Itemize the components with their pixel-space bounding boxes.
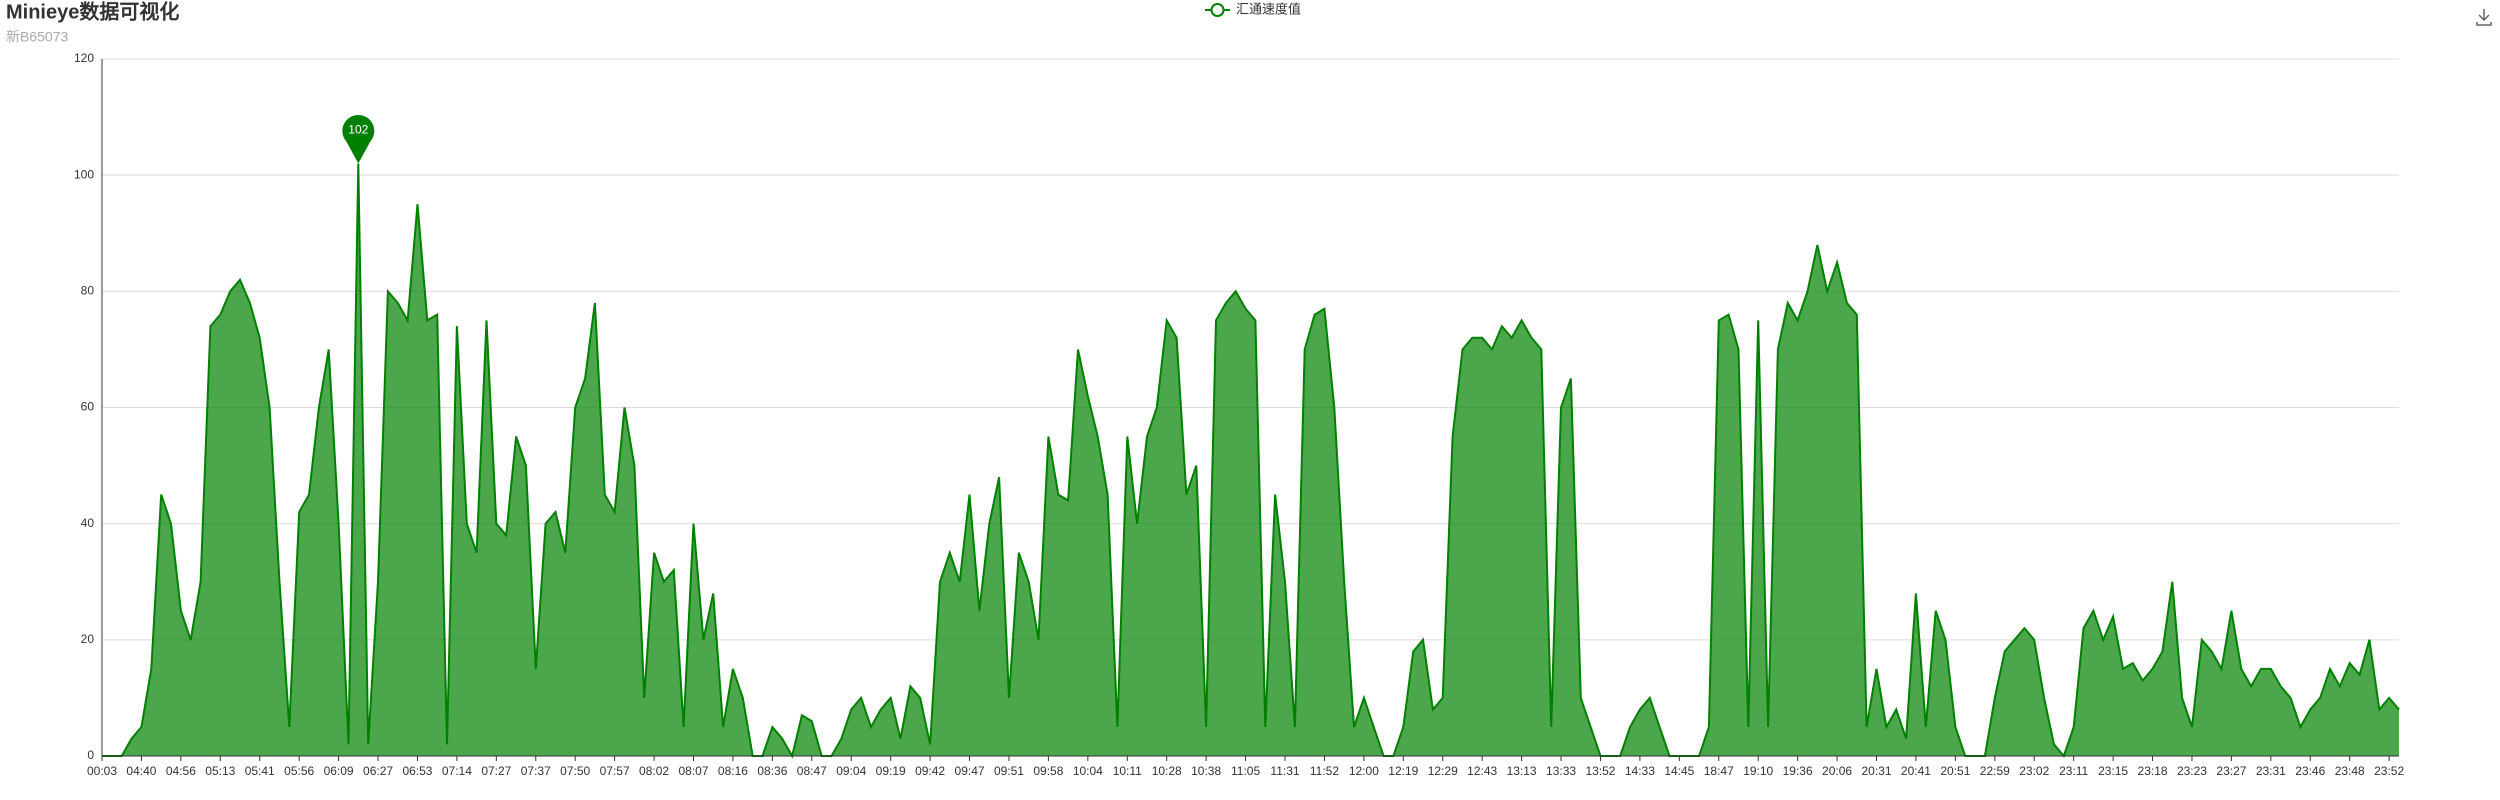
x-tick-label: 23:31: [2256, 764, 2286, 778]
x-tick-label: 19:36: [1783, 764, 1813, 778]
max-pin: [342, 114, 375, 164]
x-tick-label: 20:51: [1940, 764, 1970, 778]
x-tick-label: 08:07: [678, 764, 708, 778]
x-tick-label: 05:56: [284, 764, 314, 778]
y-tick-label: 20: [81, 632, 95, 646]
y-tick-label: 60: [81, 400, 95, 414]
x-tick-label: 23:52: [2374, 764, 2404, 778]
x-tick-label: 13:13: [1507, 764, 1537, 778]
x-tick-label: 10:28: [1152, 764, 1182, 778]
x-tick-label: 09:47: [955, 764, 985, 778]
x-tick-label: 12:29: [1428, 764, 1458, 778]
x-tick-label: 10:11: [1113, 764, 1142, 778]
y-tick-label: 80: [81, 284, 95, 298]
x-tick-label: 04:56: [166, 764, 196, 778]
x-tick-label: 12:43: [1467, 764, 1497, 778]
x-tick-label: 12:00: [1349, 764, 1379, 778]
chart-title: Minieye数据可视化: [6, 0, 179, 23]
max-label: 102: [348, 123, 368, 137]
x-tick-label: 11:52: [1310, 764, 1339, 778]
area: [102, 163, 2399, 757]
x-tick-label: 23:18: [2138, 764, 2168, 778]
x-tick-label: 09:51: [994, 764, 1024, 778]
x-tick-label: 06:09: [324, 764, 354, 778]
x-tick-label: 08:47: [797, 764, 827, 778]
x-tick-label: 23:27: [2216, 764, 2246, 778]
download-icon[interactable]: [2476, 9, 2492, 26]
x-tick-label: 00:03: [87, 764, 117, 778]
y-tick-label: 100: [74, 167, 94, 181]
x-tick-label: 05:13: [205, 764, 235, 778]
y-tick-label: 0: [87, 748, 94, 762]
x-tick-label: 05:41: [245, 764, 275, 778]
x-tick-label: 13:33: [1546, 764, 1576, 778]
x-tick-label: 09:04: [836, 764, 866, 778]
x-tick-label: 23:02: [2019, 764, 2049, 778]
line: [102, 163, 2400, 759]
x-tick-label: 09:19: [876, 764, 906, 778]
x-tick-label: 14:45: [1664, 764, 1694, 778]
x-tick-label: 13:52: [1585, 764, 1615, 778]
legend-label: 汇通速度值: [1236, 1, 1301, 16]
x-tick-label: 06:53: [402, 764, 432, 778]
max-marker: 102: [342, 114, 375, 164]
x-tick-label: 08:02: [639, 764, 669, 778]
x-tick-label: 06:27: [363, 764, 393, 778]
x-tick-label: 19:10: [1743, 764, 1773, 778]
x-tick-label: 08:16: [718, 764, 748, 778]
x-tick-label: 07:14: [442, 764, 472, 778]
x-tick-label: 07:57: [600, 764, 630, 778]
y-tick-label: 120: [74, 51, 94, 65]
x-tick-label: 20:06: [1822, 764, 1852, 778]
x-tick-label: 09:42: [915, 764, 945, 778]
x-tick-label: 11:31: [1270, 764, 1299, 778]
x-tick-label: 14:33: [1625, 764, 1655, 778]
x-tick-label: 23:15: [2098, 764, 2128, 778]
x-tick-label: 18:47: [1704, 764, 1734, 778]
x-tick-label: 23:48: [2335, 764, 2365, 778]
x-tick-label: 08:36: [757, 764, 787, 778]
x-tick-label: 20:31: [1861, 764, 1891, 778]
x-tick-label: 07:50: [560, 764, 590, 778]
x-tick-label: 10:38: [1191, 764, 1221, 778]
x-tick-label: 12:19: [1388, 764, 1418, 778]
x-tick-label: 11:05: [1231, 764, 1260, 778]
x-tick-label: 04:40: [126, 764, 156, 778]
y-tick-label: 40: [81, 516, 95, 530]
x-tick-label: 22:59: [1980, 764, 2010, 778]
x-tick-label: 07:27: [481, 764, 511, 778]
legend-symbol: [1210, 3, 1225, 17]
x-tick-label: 09:58: [1033, 764, 1063, 778]
x-tick-label: 10:04: [1073, 764, 1103, 778]
x-tick-label: 07:37: [521, 764, 551, 778]
x-tick-label: 20:41: [1901, 764, 1931, 778]
x-tick-label: 23:11: [2059, 764, 2088, 778]
chart-subtitle: 新B65073: [6, 29, 68, 45]
x-tick-label: 23:46: [2295, 764, 2325, 778]
x-tick-label: 23:23: [2177, 764, 2207, 778]
